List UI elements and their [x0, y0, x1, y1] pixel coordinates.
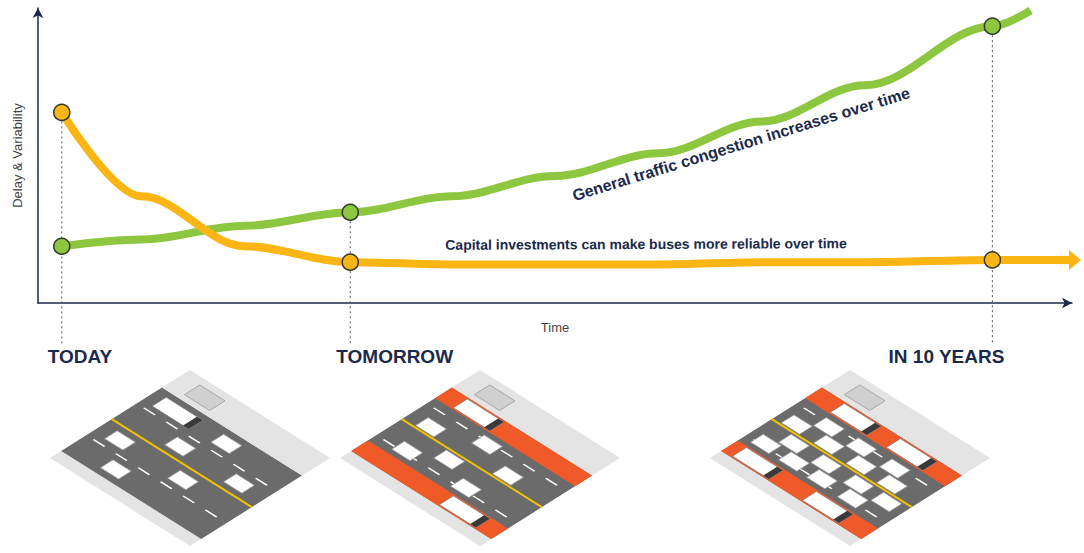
- svg-text:Time: Time: [541, 320, 569, 335]
- svg-text:Capital investments can make b: Capital investments can make buses more …: [445, 235, 847, 253]
- svg-text:Delay & Variability: Delay & Variability: [10, 103, 25, 208]
- svg-text:TOMORROW: TOMORROW: [336, 346, 453, 367]
- svg-text:General traffic congestion inc: General traffic congestion increases ove…: [570, 84, 912, 204]
- svg-text:IN 10 YEARS: IN 10 YEARS: [889, 346, 1005, 367]
- svg-text:TODAY: TODAY: [48, 346, 113, 367]
